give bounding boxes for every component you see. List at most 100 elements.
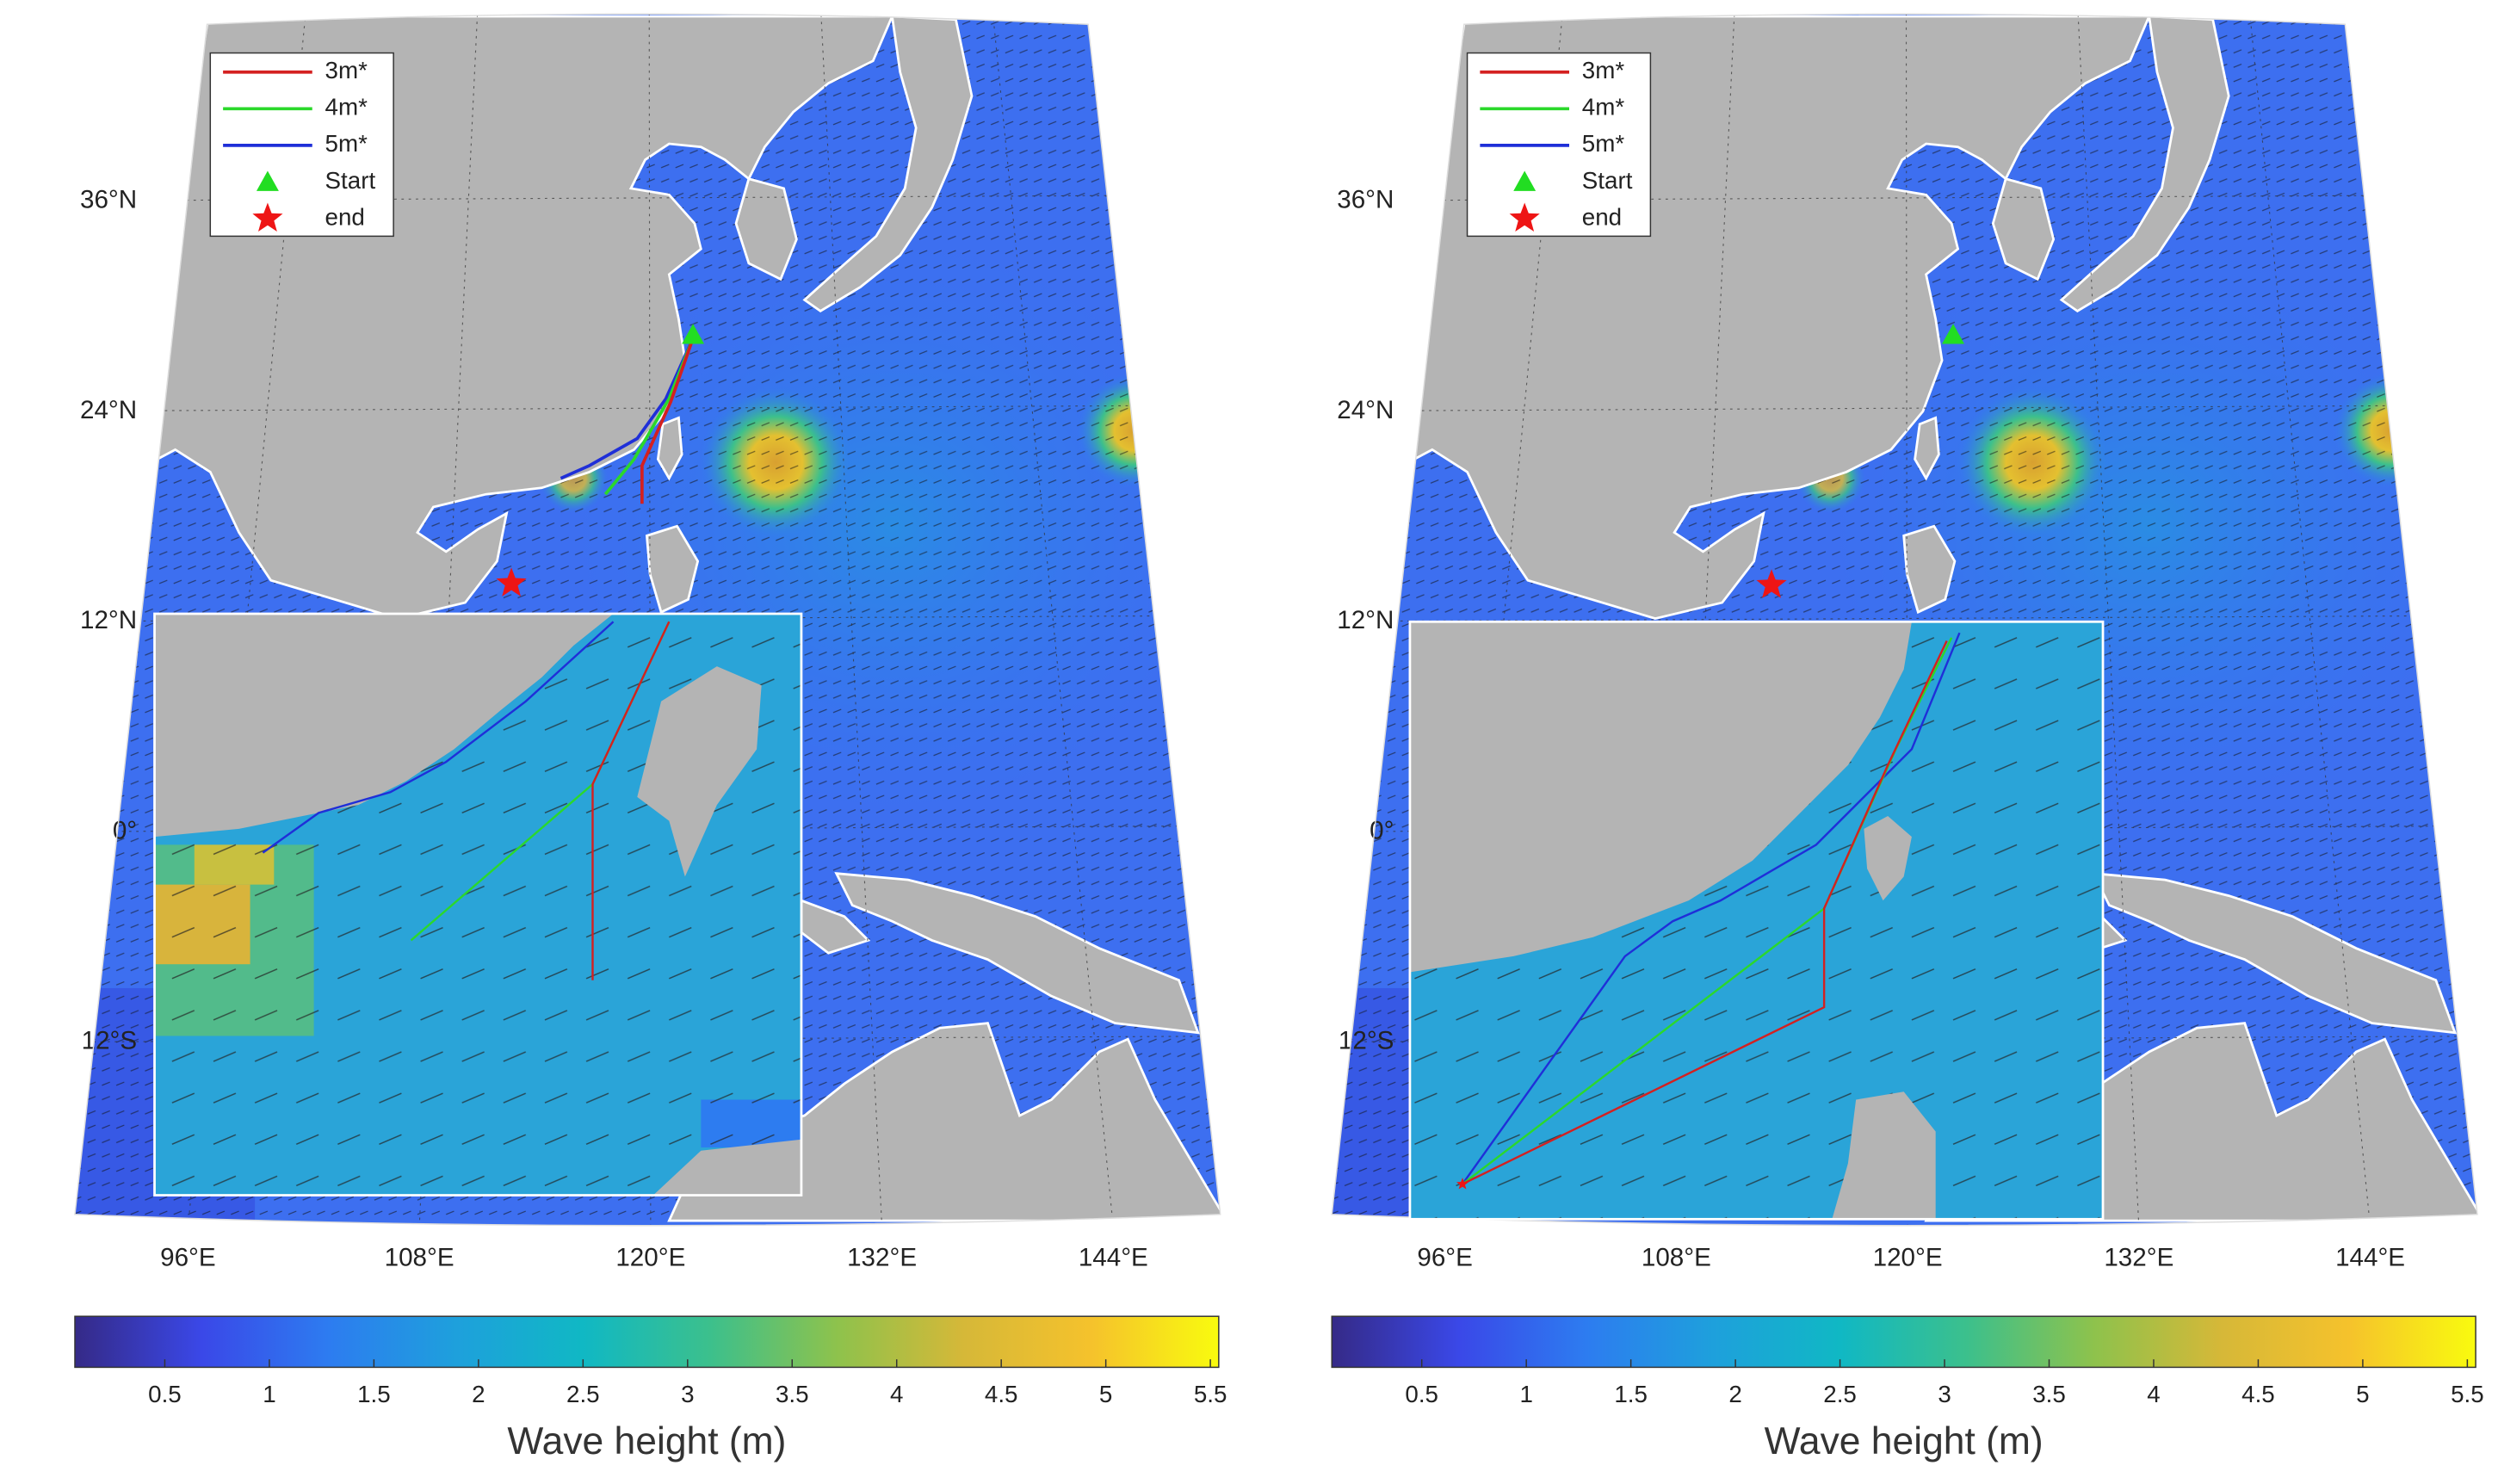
inset-land <box>637 666 762 877</box>
lon-label: 108°E <box>385 1243 454 1271</box>
lon-label: 132°E <box>847 1243 917 1271</box>
legend: 3m* 4m* 5m* Start end <box>1466 52 1652 238</box>
lon-label: 108°E <box>1642 1243 1711 1271</box>
legend: 3m* 4m* 5m* Start end <box>209 52 394 238</box>
legend-label: Start <box>325 167 376 194</box>
legend-label: 4m* <box>325 94 368 121</box>
legend-label: 3m* <box>1582 57 1625 83</box>
lat-label: 12°N <box>1337 606 1394 634</box>
grid-line <box>1332 1035 2477 1043</box>
lon-label: 96°E <box>160 1243 216 1271</box>
end-marker <box>1509 202 1540 232</box>
land <box>656 416 683 481</box>
colorbar-tick-label: 5 <box>1099 1381 1112 1407</box>
colorbar-tick-label: 1 <box>1519 1381 1532 1407</box>
legend-label: 5m* <box>1582 130 1625 157</box>
colorbar-label: Wave height (m) <box>1765 1420 2044 1462</box>
grid-line <box>2248 14 2371 1226</box>
land <box>2091 872 2458 1035</box>
legend-label: end <box>325 203 365 230</box>
grid-line <box>74 825 1221 833</box>
colorbar-tick-label: 5.5 <box>1194 1381 1227 1407</box>
colorbar-tick-label: 2 <box>1728 1381 1741 1407</box>
grid-line <box>1332 825 2477 833</box>
land <box>1914 416 1940 481</box>
land <box>1991 177 2056 281</box>
lat-label: 36°N <box>1337 185 1394 213</box>
map-body <box>1332 14 2477 1226</box>
lat-label: 24°N <box>1337 396 1394 424</box>
start-marker <box>1513 170 1537 191</box>
colorbar-tick-label: 1.5 <box>1614 1381 1648 1407</box>
colorbar-tick-label: 2.5 <box>1823 1381 1857 1407</box>
inset-land <box>652 1139 801 1196</box>
grid-line <box>74 194 1221 202</box>
lon-label: 120°E <box>615 1243 685 1271</box>
inset-routes <box>262 621 671 980</box>
route <box>591 621 671 980</box>
colorbar-tick-label: 1 <box>263 1381 275 1407</box>
inset <box>154 614 801 1196</box>
route <box>262 621 615 854</box>
colorbar-label: Wave height (m) <box>507 1420 786 1462</box>
inset-body <box>154 614 801 1196</box>
frame-border <box>74 13 1221 1227</box>
lon-label: 120°E <box>1873 1243 1943 1271</box>
inset-land <box>1864 816 1912 901</box>
lat-label: 12°S <box>1339 1027 1394 1055</box>
lon-label: 96°E <box>1417 1243 1473 1271</box>
end-marker <box>496 567 527 597</box>
lon-label: 144°E <box>2335 1243 2405 1271</box>
end-marker <box>252 202 283 232</box>
inset-border <box>153 612 803 1196</box>
legend-label: 5m* <box>325 130 368 157</box>
land <box>834 872 1200 1035</box>
grid-line <box>1332 405 2477 412</box>
end-marker <box>1456 1178 1469 1190</box>
inset-body <box>1409 621 2104 1220</box>
route <box>640 337 695 504</box>
colorbar <box>74 1315 1220 1369</box>
inset-border <box>1408 620 2105 1221</box>
colorbar-tick-label: 3 <box>681 1381 694 1407</box>
map-panel: 36°N24°N12°N0°12°S96°E 108°E 120°E 132°E 144… <box>1331 13 2484 1462</box>
start-marker <box>1942 324 1964 344</box>
grid-line <box>74 615 1221 622</box>
colorbar-tick-label: 4 <box>2147 1381 2160 1407</box>
colorbar-tick-label: 3 <box>1938 1381 1951 1407</box>
land <box>2059 15 2230 313</box>
route <box>560 337 695 480</box>
inset-land <box>1409 621 1912 973</box>
grid-line <box>1332 615 2477 622</box>
lon-label: 132°E <box>2104 1243 2173 1271</box>
map-panel: 36°N24°N12°N0°12°S96°E 108°E 120°E 132°E 144… <box>74 13 1227 1462</box>
lat-label: 24°N <box>80 396 137 424</box>
start-marker <box>682 324 705 344</box>
grid-line <box>74 1035 1221 1043</box>
grid-line <box>1332 194 2477 202</box>
colorbar-tick-label: 4 <box>890 1381 903 1407</box>
end-marker <box>1756 569 1787 598</box>
colorbar-tick-label: 3.5 <box>2032 1381 2066 1407</box>
lat-label: 12°S <box>82 1027 138 1055</box>
colorbar-tick-label: 0.5 <box>148 1381 182 1407</box>
colorbar-tick-label: 2.5 <box>566 1381 600 1407</box>
start-marker <box>256 170 279 191</box>
colorbar-tick-label: 0.5 <box>1405 1381 1438 1407</box>
frame-border <box>1331 13 2478 1227</box>
lat-label: 36°N <box>80 185 137 213</box>
colorbar-tick-label: 2 <box>472 1381 485 1407</box>
inset-routes <box>1456 632 1961 1190</box>
colorbar-tick-label: 1.5 <box>357 1381 391 1407</box>
lon-label: 144°E <box>1079 1243 1148 1271</box>
inset-land <box>1832 1091 1936 1220</box>
grid-line <box>991 14 1114 1226</box>
colorbar-tick-label: 4.5 <box>2241 1381 2275 1407</box>
inset-land <box>154 614 614 838</box>
legend-label: 4m* <box>1582 94 1625 121</box>
colorbar-tick-label: 5.5 <box>2451 1381 2484 1407</box>
colorbar-tick-label: 3.5 <box>776 1381 809 1407</box>
route <box>1462 632 1961 1185</box>
